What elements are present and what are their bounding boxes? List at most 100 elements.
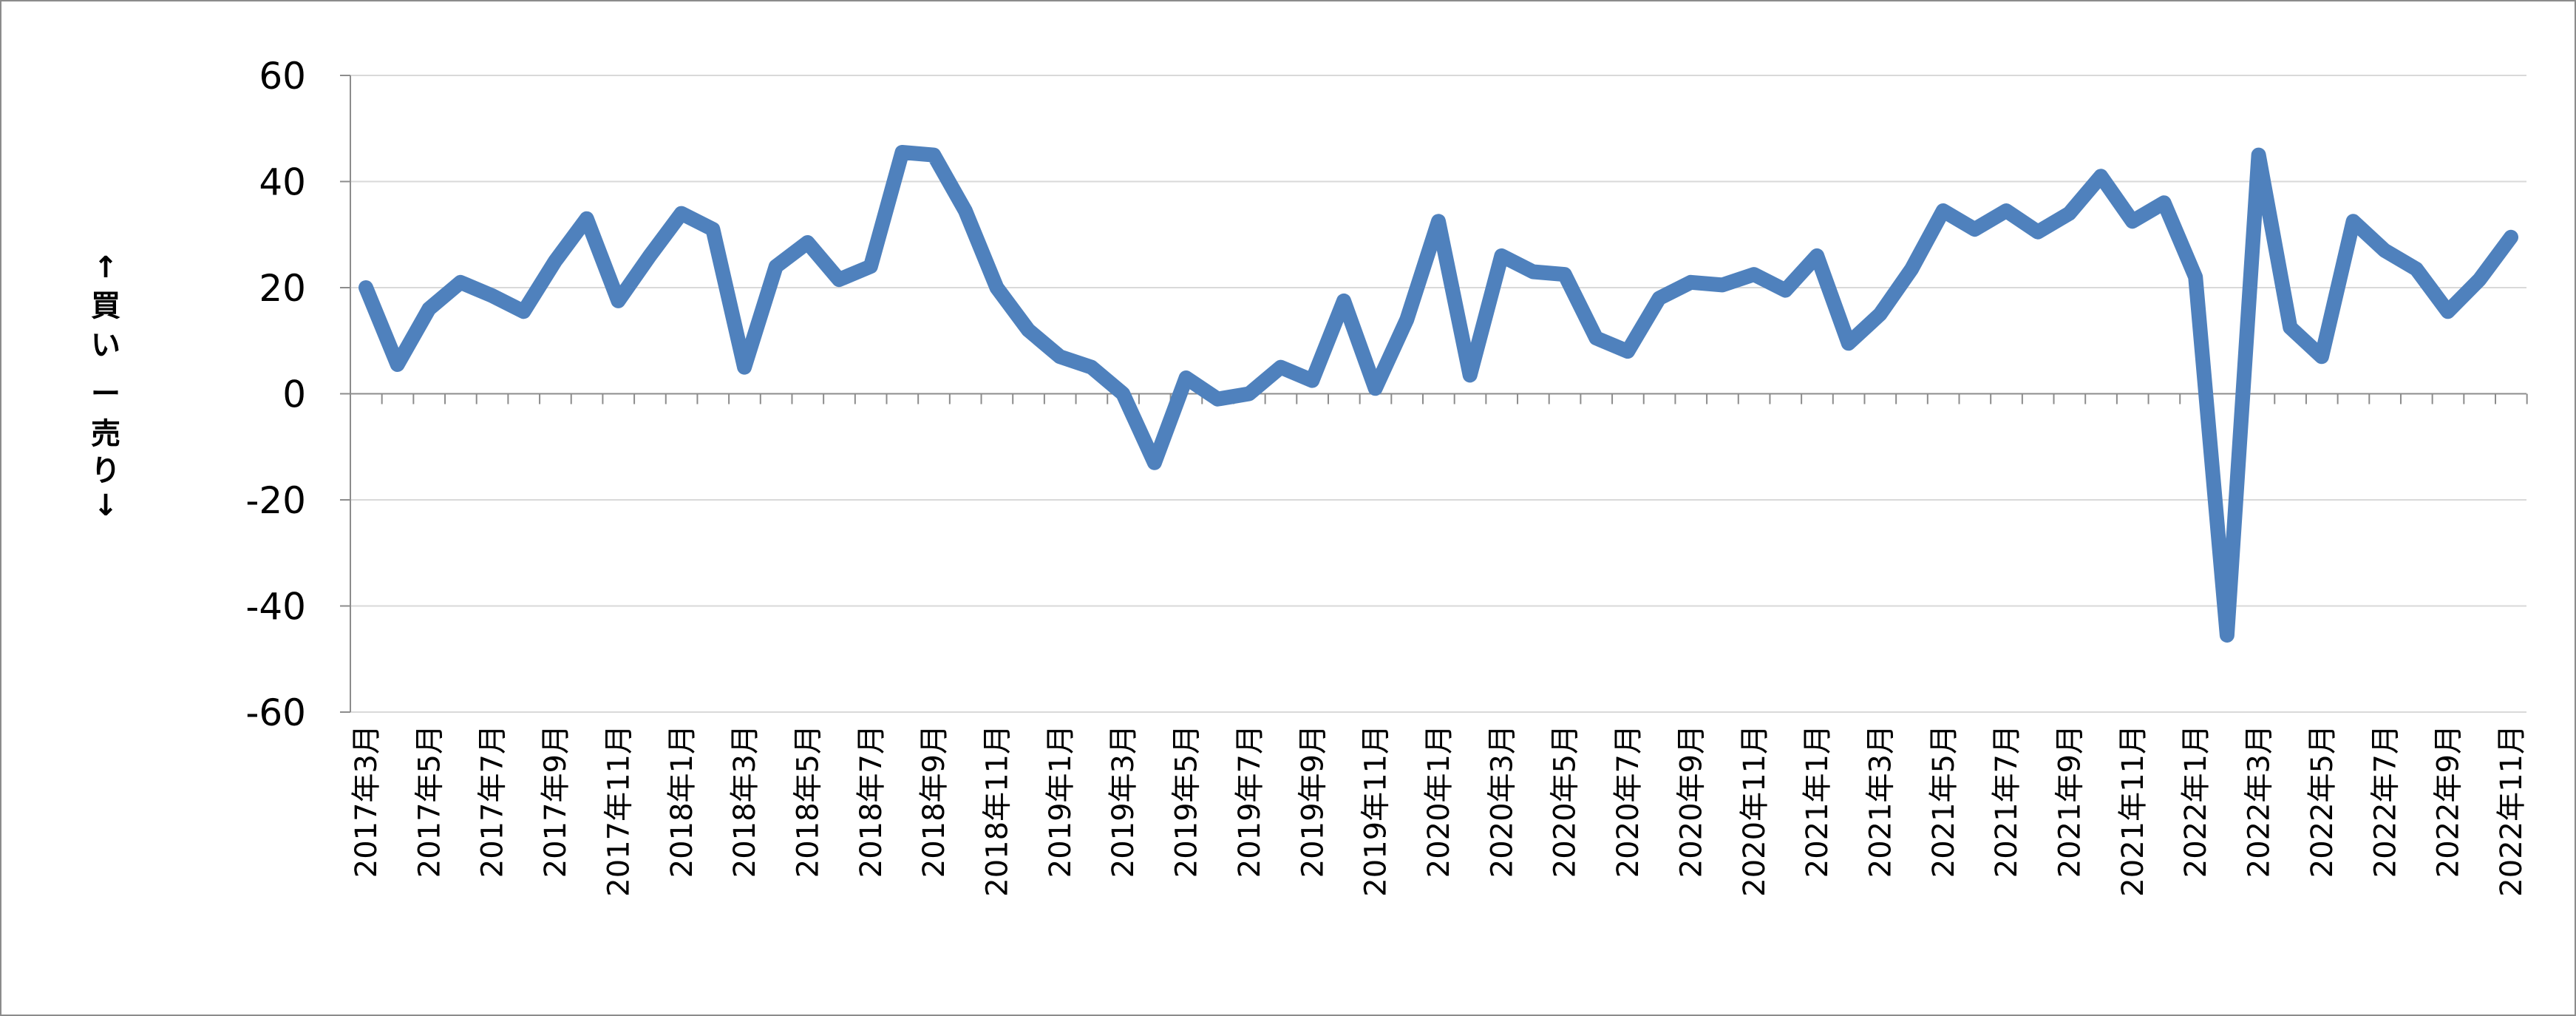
data-point	[648, 254, 652, 258]
data-point	[1878, 312, 1883, 316]
x-tick-labels: 2017年3月 2017年5月 2017年7月 2017年9月 2017年11月 2018…	[350, 725, 2529, 897]
data-point	[1815, 254, 1819, 258]
data-point	[2004, 209, 2008, 213]
x-tick-label: 2022年5月	[2305, 725, 2339, 878]
data-point	[1373, 386, 1378, 390]
data-point	[1657, 296, 1662, 300]
data-point	[2414, 267, 2419, 271]
data-point	[2351, 219, 2356, 223]
x-tick-label: 2019年3月	[1107, 725, 1141, 878]
x-tick-label: 2019年11月	[1359, 725, 1393, 897]
y-label-char: ↑	[93, 251, 118, 285]
data-point	[2036, 230, 2040, 234]
x-tick-label: 2022年1月	[2179, 725, 2213, 878]
data-point	[1090, 365, 1094, 370]
y-tick-label: 0	[282, 373, 306, 416]
data-point	[1720, 282, 1724, 287]
data-point	[1752, 272, 1756, 277]
data-point	[1594, 336, 1598, 340]
data-point	[900, 150, 905, 155]
data-point	[521, 309, 526, 314]
data-point	[2477, 277, 2481, 282]
x-tick-label: 2022年9月	[2432, 725, 2466, 878]
x-tick-label: 2021年9月	[2053, 725, 2087, 878]
x-tick-label: 2019年7月	[1233, 725, 1267, 878]
data-point	[1215, 397, 1220, 402]
data-point	[2257, 153, 2261, 158]
data-point	[837, 277, 841, 282]
series-layer	[358, 145, 2518, 643]
x-tick-label: 2017年9月	[539, 725, 573, 878]
data-point	[1941, 209, 1945, 213]
data-point	[774, 264, 778, 268]
x-tick-label: 2020年1月	[1422, 725, 1456, 878]
y-label-char: り	[91, 454, 120, 488]
data-point	[806, 240, 810, 245]
data-point	[1563, 272, 1567, 277]
x-tick-label: 2020年5月	[1549, 725, 1583, 878]
x-tick-label: 2021年7月	[1990, 725, 2024, 878]
data-point	[2382, 248, 2387, 253]
data-point	[1342, 299, 1346, 303]
data-point	[869, 264, 873, 268]
data-point	[1909, 267, 1914, 271]
x-tick-label: 2018年7月	[854, 725, 888, 878]
x-tick-label: 2017年5月	[412, 725, 446, 878]
data-point	[2225, 633, 2229, 637]
y-label-char: い	[91, 328, 120, 362]
data-point	[1058, 354, 1062, 359]
data-point	[1404, 317, 1409, 322]
y-tick-label: -20	[245, 479, 306, 522]
x-tick-label: 2019年1月	[1044, 725, 1078, 878]
x-tick-label: 2018年9月	[917, 725, 951, 878]
data-point	[1846, 341, 1851, 345]
x-tick-label: 2019年5月	[1170, 725, 1204, 878]
data-point	[995, 285, 999, 290]
data-point	[426, 307, 431, 311]
axes	[340, 75, 2528, 713]
x-tick-label: 2020年11月	[1738, 725, 1772, 897]
data-point	[1468, 373, 1472, 377]
x-tick-label: 2022年7月	[2368, 725, 2402, 878]
data-point	[458, 280, 463, 285]
data-point	[2509, 235, 2513, 240]
data-point	[1625, 349, 1630, 353]
data-point	[2130, 219, 2135, 223]
y-tick-label: 20	[259, 267, 306, 310]
data-point	[585, 217, 589, 221]
data-point	[1436, 219, 1441, 223]
x-tick-label: 2021年5月	[1927, 725, 1961, 878]
y-tick-label: 40	[259, 161, 306, 204]
data-point	[1310, 379, 1314, 383]
gridlines	[350, 75, 2526, 713]
x-tick-label: 2018年5月	[791, 725, 825, 878]
y-label-char: ー	[91, 377, 120, 411]
data-point	[2320, 354, 2324, 359]
x-tick-label: 2022年11月	[2495, 725, 2529, 897]
data-point	[1247, 392, 1251, 396]
series-line	[358, 145, 2518, 643]
x-tick-label: 2019年9月	[1296, 725, 1330, 878]
data-point	[364, 285, 368, 290]
data-point	[1279, 365, 1283, 370]
data-point	[2067, 211, 2072, 216]
data-point	[2162, 200, 2167, 205]
data-point	[1783, 288, 1787, 293]
data-point	[2288, 325, 2292, 330]
x-tick-label: 2018年11月	[981, 725, 1015, 897]
data-point	[2446, 309, 2450, 314]
x-tick-label: 2017年11月	[602, 725, 636, 897]
x-tick-label: 2017年7月	[476, 725, 510, 878]
data-point	[931, 153, 936, 158]
y-tick-label: 60	[259, 55, 306, 98]
y-label-char: 買	[91, 289, 120, 323]
y-tick-label: -60	[245, 691, 306, 734]
data-point	[1026, 328, 1030, 332]
data-point	[616, 299, 620, 303]
data-point	[963, 209, 968, 213]
data-point	[1152, 461, 1157, 465]
y-tick-labels: 60 40 20 0 -20 -40 -60	[245, 55, 306, 734]
